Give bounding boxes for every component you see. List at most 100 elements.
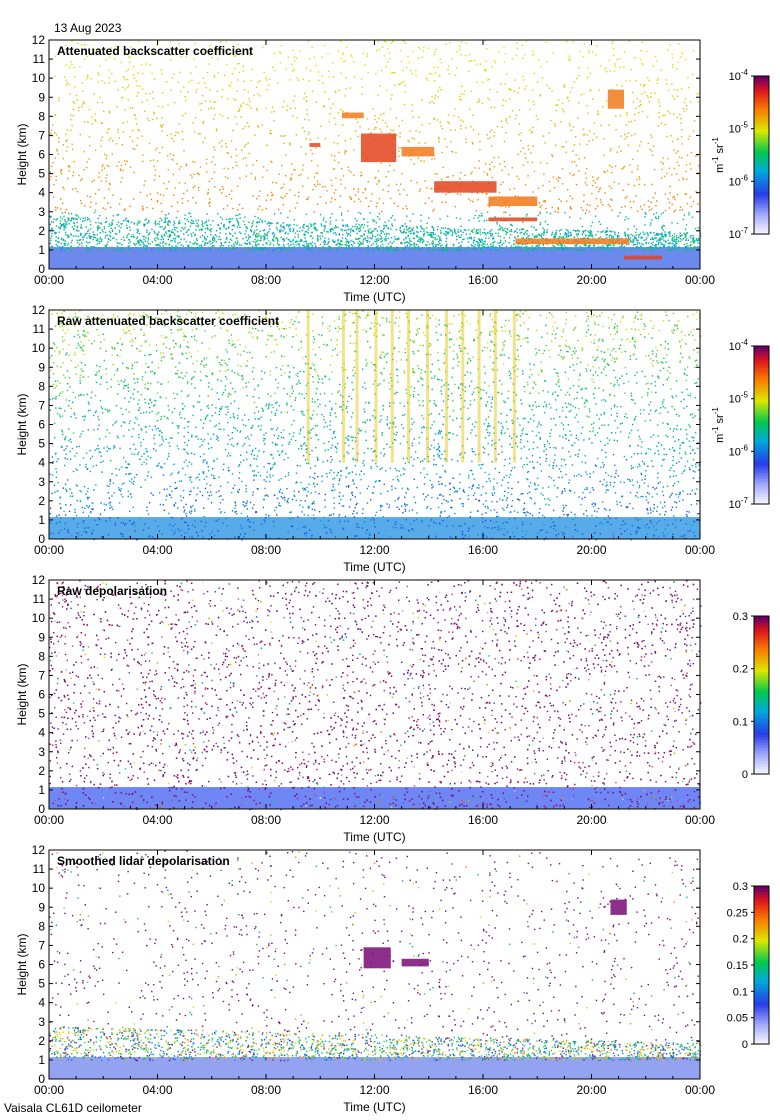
x-tick-label: 12:00 — [359, 1083, 389, 1097]
y-tick-label: 7 — [38, 938, 45, 952]
y-tick-label: 7 — [38, 398, 45, 412]
panel-title: Raw attenuated backscatter coefficient — [57, 314, 279, 328]
colorbar-tick-label: 10-4 — [729, 68, 749, 83]
x-tick-label: 00:00 — [34, 273, 64, 287]
colorbar-tick-label: 10-6 — [729, 443, 749, 458]
precip-streak — [374, 310, 378, 463]
y-tick-label: 12 — [32, 573, 46, 587]
cloud-layer — [434, 181, 497, 193]
x-tick-label: 04:00 — [142, 1083, 172, 1097]
colorbar-tick-label: 0.15 — [727, 960, 748, 972]
cloud-layer — [488, 196, 538, 207]
cloud-layer — [401, 958, 429, 967]
x-tick-label: 12:00 — [359, 813, 389, 827]
colorbar-tick-label: 10-4 — [729, 338, 749, 353]
precip-streak — [493, 310, 497, 463]
y-tick-label: 10 — [32, 71, 46, 85]
colorbar-tick-label: 0.25 — [727, 907, 748, 919]
colorbar-tick-label: 0 — [742, 769, 748, 781]
colorbar: 0 0.1 0.2 0.3 — [733, 611, 770, 781]
y-tick-label: 6 — [38, 958, 45, 972]
colorbar-tick-label: 0 — [742, 1039, 748, 1051]
x-axis-label: Time (UTC) — [343, 1100, 405, 1114]
x-tick-label: 20:00 — [576, 813, 606, 827]
cloud-layer — [401, 146, 435, 157]
precip-streak — [426, 310, 430, 463]
x-tick-label: 20:00 — [576, 1083, 606, 1097]
y-tick-label: 11 — [33, 52, 46, 66]
colorbar-tick-label: 0.2 — [733, 934, 748, 946]
y-tick-label: 8 — [38, 109, 45, 123]
y-tick-label: 3 — [38, 205, 45, 219]
x-tick-label: 00:00 — [34, 543, 64, 557]
y-tick-label: 11 — [33, 592, 46, 606]
cloud-layer — [515, 238, 630, 245]
y-tick-label: 3 — [38, 1015, 45, 1029]
precip-streak — [390, 310, 394, 463]
date-label: 13 Aug 2023 — [54, 21, 122, 35]
x-tick-label: 04:00 — [142, 813, 172, 827]
y-tick-label: 11 — [33, 322, 46, 336]
y-tick-label: 1 — [38, 1053, 45, 1067]
y-tick-label: 8 — [38, 919, 45, 933]
y-tick-label: 6 — [38, 688, 45, 702]
colorbar-unit-label: m-1 sr-1 — [711, 137, 726, 173]
y-tick-label: 10 — [32, 611, 46, 625]
colorbar-tick-label: 0.3 — [733, 611, 748, 623]
cloud-layer — [610, 899, 627, 915]
y-tick-label: 10 — [32, 341, 46, 355]
y-tick-label: 11 — [33, 862, 46, 876]
colorbar-frame — [753, 615, 770, 775]
x-tick-label: 08:00 — [251, 543, 281, 557]
precip-streak — [306, 310, 310, 463]
y-tick-label: 9 — [38, 630, 45, 644]
boundary-layer-band — [49, 1057, 700, 1079]
colorbar: 10-7 10-6 10-5 10-4 m-1 sr-1 — [711, 68, 770, 241]
precip-streak — [512, 310, 516, 463]
y-tick-label: 8 — [38, 649, 45, 663]
y-tick-label: 9 — [38, 360, 45, 374]
precip-streak — [341, 310, 345, 463]
y-tick-label: 10 — [32, 881, 46, 895]
y-tick-label: 2 — [38, 764, 45, 778]
colorbar: 0 0.05 0.1 0.15 0.2 0.25 0.3 — [727, 881, 770, 1051]
x-tick-label: 00:00 — [685, 1083, 715, 1097]
precip-streak — [355, 310, 359, 463]
x-tick-label: 00:00 — [685, 543, 715, 557]
y-axis-label: Height (km) — [15, 123, 29, 185]
y-tick-label: 0 — [38, 532, 45, 546]
colorbar-tick-label: 10-7 — [729, 496, 749, 511]
x-tick-label: 16:00 — [468, 273, 498, 287]
x-tick-label: 08:00 — [251, 813, 281, 827]
y-tick-label: 6 — [38, 148, 45, 162]
cloud-layer — [341, 112, 364, 119]
precip-streak — [445, 310, 449, 463]
precip-streak — [477, 310, 481, 463]
y-tick-label: 1 — [38, 243, 45, 257]
x-axis-label: Time (UTC) — [343, 830, 405, 844]
panel-title: Raw depolarisation — [57, 584, 167, 598]
cloud-layer — [309, 143, 321, 147]
y-tick-label: 4 — [38, 186, 45, 200]
y-tick-label: 2 — [38, 494, 45, 508]
y-tick-label: 2 — [38, 1034, 45, 1048]
y-tick-label: 9 — [38, 900, 45, 914]
signal-layer — [49, 850, 702, 1079]
y-tick-label: 12 — [32, 303, 46, 317]
y-tick-label: 7 — [38, 128, 45, 142]
colorbar: 10-7 10-6 10-5 10-4 m-1 sr-1 — [711, 338, 770, 511]
colorbar-tick-label: 0.3 — [733, 881, 748, 893]
x-tick-label: 00:00 — [685, 813, 715, 827]
y-tick-label: 4 — [38, 996, 45, 1010]
y-axis-label: Height (km) — [15, 663, 29, 725]
x-tick-label: 00:00 — [34, 813, 64, 827]
y-tick-label: 5 — [38, 707, 45, 721]
x-tick-label: 00:00 — [685, 273, 715, 287]
colorbar-tick-label: 0.1 — [733, 716, 748, 728]
colorbar-tick-label: 0.05 — [727, 1013, 748, 1025]
y-tick-label: 1 — [38, 783, 45, 797]
